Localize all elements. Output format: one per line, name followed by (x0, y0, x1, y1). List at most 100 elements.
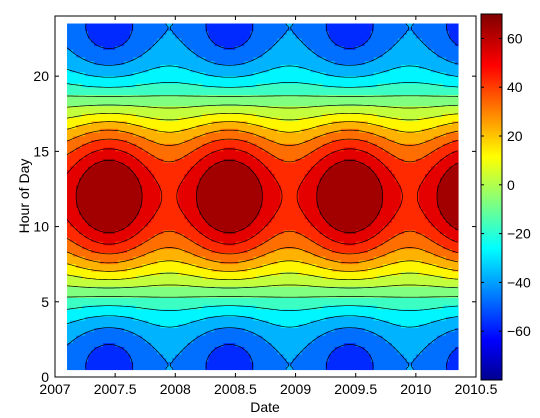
contour-cell (277, 117, 282, 122)
contour-cell (259, 136, 264, 141)
contour-cell (373, 31, 378, 36)
contour-cell (160, 98, 164, 104)
contour-cell (205, 34, 209, 40)
contour-cell (67, 121, 71, 126)
contour-cell (160, 23, 164, 28)
contour-cell (190, 125, 194, 130)
contour-cell (448, 110, 453, 115)
contour-cell (94, 49, 98, 55)
contour-cell (88, 83, 92, 89)
contour-cell (232, 110, 237, 115)
contour-cell (325, 136, 330, 141)
contour-cell (403, 76, 408, 81)
contour-cell (205, 61, 209, 66)
contour-cell (229, 143, 234, 149)
contour-cell (127, 98, 131, 104)
contour-cell (421, 136, 426, 141)
contour-cell (424, 98, 429, 104)
contour-cell (214, 132, 218, 137)
contour-cell (148, 31, 152, 36)
contour-cell (451, 46, 456, 51)
contour-cell (217, 53, 221, 58)
contour-cell (208, 31, 212, 36)
contour-cell (388, 27, 393, 32)
contour-cell (172, 57, 176, 62)
contour-cell (67, 72, 71, 77)
contour-cell (439, 46, 444, 51)
contour-cell (349, 49, 354, 55)
contour-cell (334, 31, 339, 36)
contour-cell (169, 53, 173, 58)
contour-cell (283, 42, 288, 47)
contour-cell (388, 91, 393, 96)
contour-cell (319, 91, 324, 96)
contour-cell (124, 53, 128, 58)
contour-cell (106, 98, 110, 104)
contour-cell (259, 46, 264, 51)
contour-cell (67, 38, 71, 43)
contour-cell (430, 34, 435, 40)
contour-cell (70, 87, 74, 92)
contour-cell (124, 49, 128, 55)
contour-cell (259, 128, 264, 134)
contour-cell (289, 76, 294, 81)
contour-cell (361, 91, 366, 96)
contour-cell (145, 143, 149, 149)
contour-cell (175, 102, 179, 107)
contour-cell (343, 98, 348, 104)
contour-cell (133, 72, 137, 77)
contour-cell (445, 23, 450, 28)
contour-cell (175, 72, 179, 77)
contour-cell (85, 136, 89, 141)
contour-cell (172, 98, 176, 104)
contour-cell (169, 106, 173, 111)
contour-cell (187, 68, 191, 74)
contour-cell (160, 61, 164, 66)
contour-cell (352, 110, 357, 115)
contour-cell (247, 132, 252, 137)
contour-cell (166, 110, 170, 115)
contour-cell (304, 106, 309, 111)
contour-cell (124, 110, 128, 115)
contour-cell (439, 79, 444, 85)
contour-cell (313, 53, 318, 58)
contour-cell (373, 23, 378, 28)
contour-cell (238, 140, 243, 145)
contour-cell (133, 53, 137, 58)
contour-cell (400, 132, 405, 137)
contour-cell (352, 136, 357, 141)
contour-cell (313, 140, 318, 145)
contour-cell (67, 94, 71, 100)
contour-cell (148, 23, 152, 28)
contour-cell (79, 49, 83, 55)
contour-cell (331, 87, 336, 92)
contour-cell (328, 61, 333, 66)
contour-cell (295, 132, 300, 137)
contour-cell (139, 140, 143, 145)
contour-cell (118, 61, 122, 66)
contour-cell (268, 34, 273, 40)
contour-cell (256, 27, 261, 32)
contour-cell (136, 46, 140, 51)
contour-cell (364, 136, 369, 141)
contour-cell (241, 72, 246, 77)
contour-cell (382, 79, 387, 85)
contour-cell (259, 31, 264, 36)
contour-cell (448, 132, 453, 137)
contour-cell (100, 94, 104, 100)
contour-cell (388, 110, 393, 115)
contour-cell (382, 132, 387, 137)
contour-cell (277, 132, 282, 137)
contour-cell (178, 46, 182, 51)
contour-cell (385, 102, 390, 107)
contour-cell (193, 98, 197, 104)
contour-cell (292, 27, 297, 32)
contour-cell (241, 23, 246, 28)
contour-cell (310, 23, 315, 28)
contour-cell (154, 57, 158, 62)
contour-cell (244, 128, 249, 134)
contour-cell (430, 106, 435, 111)
contour-cell (451, 125, 456, 130)
contour-cell (394, 64, 399, 70)
contour-cell (451, 72, 456, 77)
